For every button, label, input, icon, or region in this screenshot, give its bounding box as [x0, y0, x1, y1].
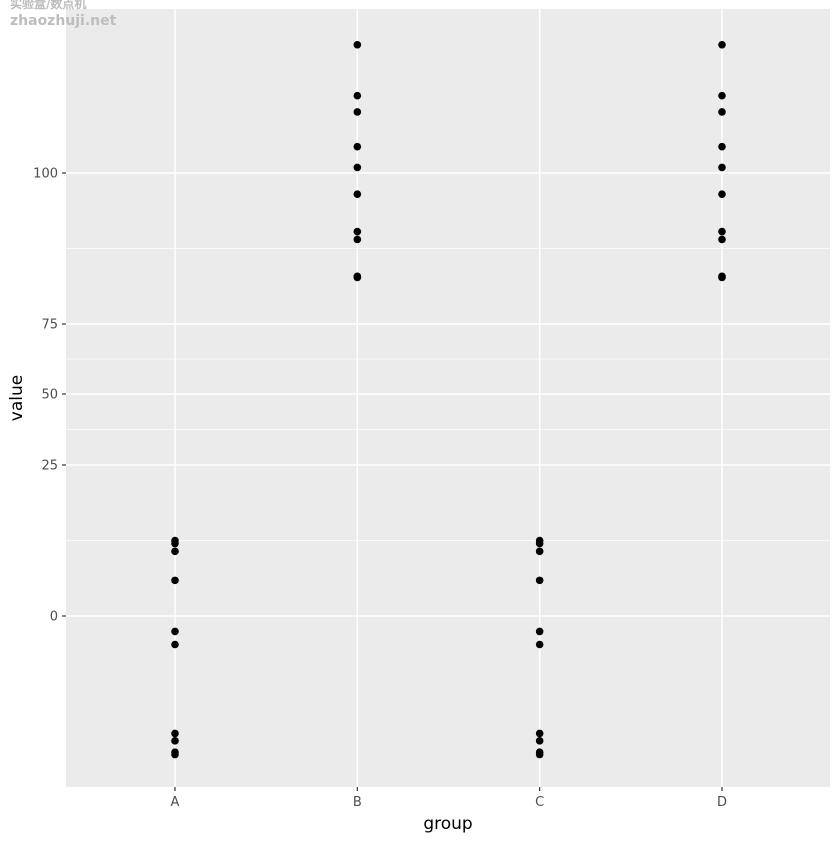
y-tick-label: 25	[41, 459, 58, 474]
data-point	[171, 729, 179, 738]
data-point	[535, 729, 544, 738]
data-point	[718, 235, 726, 244]
data-point	[171, 640, 179, 649]
data-point	[535, 750, 544, 759]
data-point	[535, 547, 544, 556]
y-tick-label: 75	[41, 318, 58, 333]
data-point	[718, 163, 726, 172]
plot-panel	[66, 9, 830, 787]
data-point	[535, 640, 544, 649]
watermark-line2: zhaozhuji.net	[10, 13, 117, 29]
data-point	[718, 40, 726, 49]
x-tick-label: B	[353, 795, 362, 810]
data-point	[535, 576, 544, 585]
data-point	[171, 627, 179, 636]
x-tick-label: A	[171, 795, 180, 810]
data-point	[353, 227, 362, 236]
data-point	[171, 737, 179, 745]
data-point	[171, 576, 179, 585]
data-point	[353, 235, 362, 244]
data-point	[718, 273, 726, 282]
data-point	[353, 190, 362, 198]
data-point	[353, 108, 362, 116]
data-point	[535, 627, 544, 636]
data-point	[353, 40, 362, 49]
data-point	[171, 750, 179, 759]
data-point	[535, 539, 544, 548]
data-point	[535, 737, 544, 745]
data-point	[718, 142, 726, 151]
data-point	[353, 163, 362, 172]
data-point	[718, 190, 726, 198]
data-point	[718, 108, 726, 116]
data-point	[353, 273, 362, 282]
data-point	[718, 91, 726, 100]
y-tick-label: 50	[41, 388, 58, 403]
x-tick-label: C	[535, 795, 544, 810]
data-point	[171, 547, 179, 556]
data-point	[353, 91, 362, 100]
data-point	[353, 142, 362, 151]
x-tick-label: D	[717, 795, 727, 810]
data-point	[171, 539, 179, 548]
x-axis-title: group	[423, 814, 472, 834]
y-axis-title: value	[7, 375, 27, 421]
data-point	[718, 227, 726, 236]
watermark-line1: 实验盒/数点机	[10, 0, 87, 11]
y-tick-label: 100	[33, 167, 58, 182]
y-tick-label: 0	[50, 610, 58, 625]
